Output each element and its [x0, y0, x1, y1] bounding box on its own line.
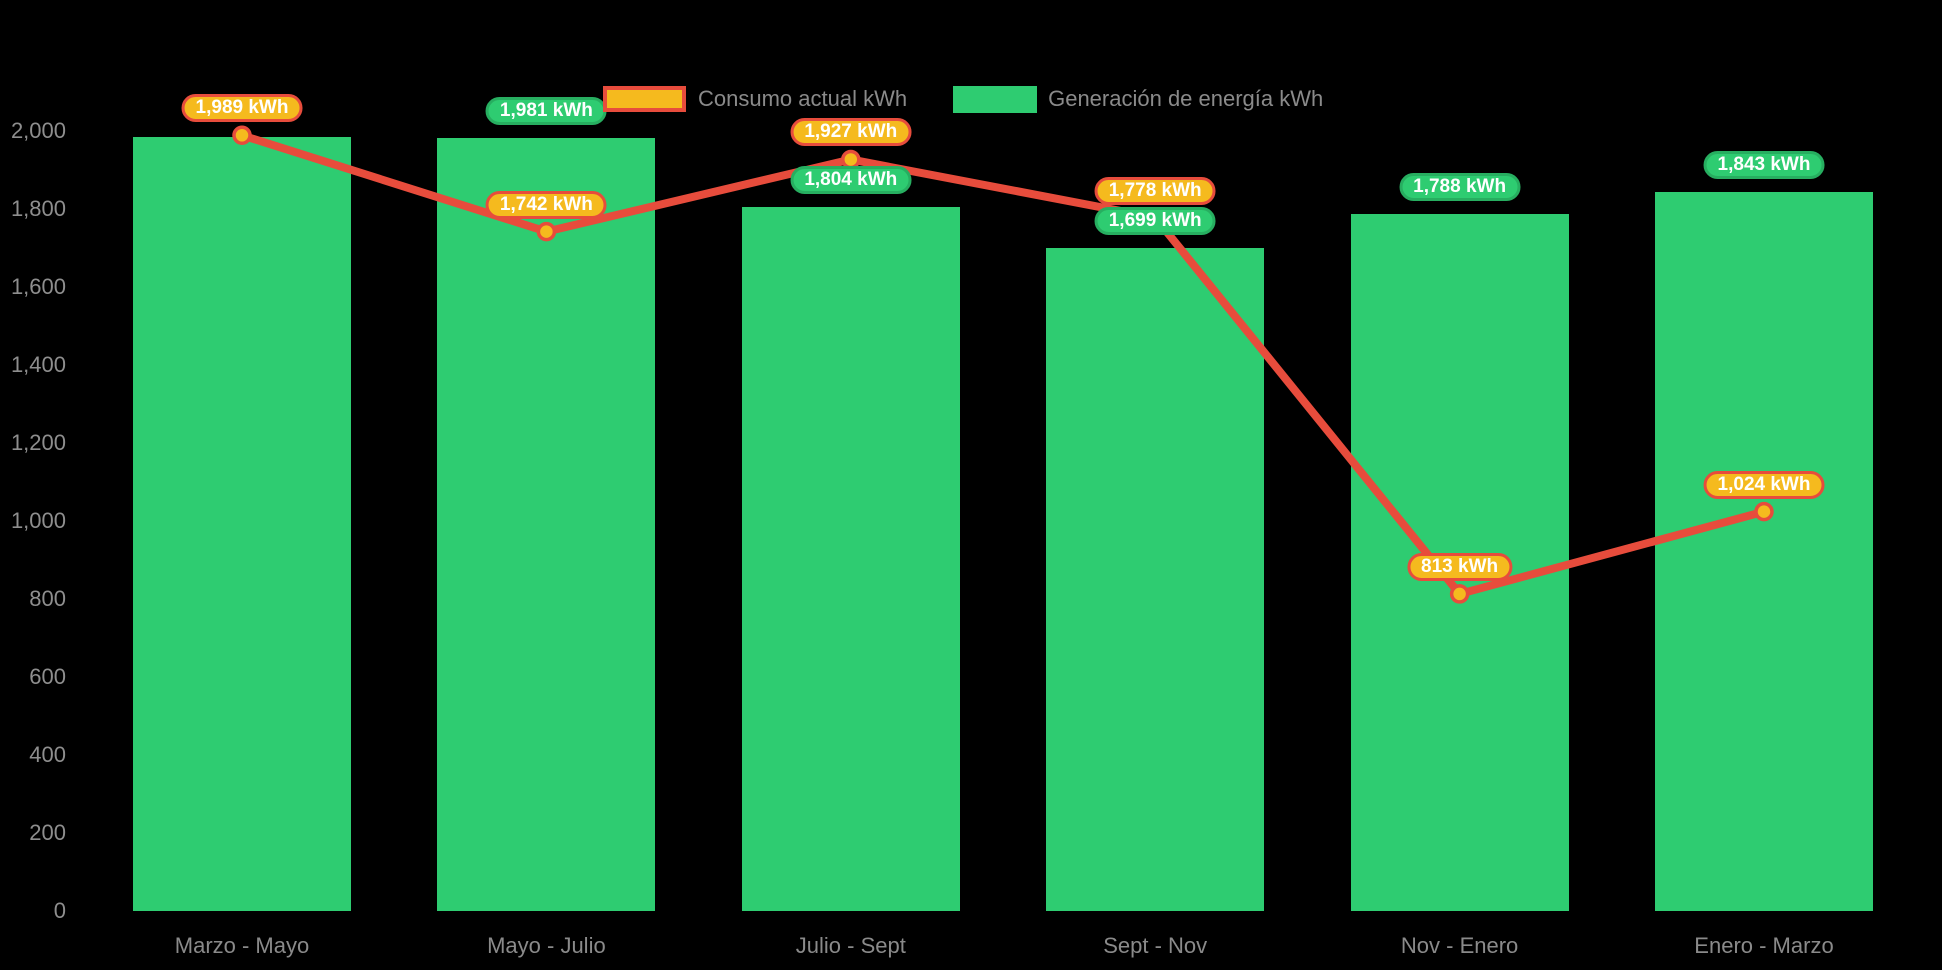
line-point[interactable]	[1754, 501, 1774, 522]
consumo-data-label: 1,778 kWh	[1094, 176, 1216, 205]
y-axis-tick-label: 1,800	[10, 196, 66, 221]
consumo-data-label: 1,742 kWh	[485, 190, 607, 219]
legend-label-generacion: Generación de energía kWh	[1048, 86, 1324, 111]
legend-swatch-consumo	[603, 86, 686, 112]
generacion-data-label: 1,981 kWh	[485, 97, 607, 126]
generacion-data-label: 1,788 kWh	[1399, 172, 1521, 201]
y-axis-tick-label: 400	[29, 742, 66, 767]
legend-item-consumo[interactable]: Consumo actual kWh	[603, 86, 907, 112]
legend: Consumo actual kWh Generación de energía…	[603, 84, 1323, 114]
legend-swatch-generacion	[953, 85, 1038, 113]
x-axis-category-label: Mayo - Julio	[487, 933, 606, 958]
generation-bar[interactable]	[133, 136, 351, 911]
consumo-data-label: 1,989 kWh	[181, 94, 303, 123]
generacion-data-label: 1,804 kWh	[790, 166, 912, 195]
generacion-data-label: 1,843 kWh	[1703, 151, 1825, 180]
line-point[interactable]	[841, 149, 861, 170]
y-axis-tick-label: 1,000	[10, 508, 66, 533]
y-axis-tick-label: 2,000	[10, 118, 66, 143]
generation-bar[interactable]	[437, 138, 656, 911]
line-point[interactable]	[536, 221, 557, 242]
x-axis-category-label: Marzo - Mayo	[174, 933, 310, 958]
y-axis-tick-label: 200	[29, 820, 66, 845]
line-point[interactable]	[1449, 584, 1470, 604]
generacion-data-label: 1,699 kWh	[1094, 207, 1216, 236]
generation-bar[interactable]	[741, 207, 960, 911]
x-axis-category-label: Enero - Marzo	[1694, 933, 1834, 958]
legend-label-consumo: Consumo actual kWh	[698, 86, 908, 111]
y-axis-tick-label: 1,600	[10, 274, 66, 299]
x-axis-category-label: Sept - Nov	[1103, 933, 1208, 958]
y-axis-tick-label: 0	[53, 898, 66, 923]
y-axis-tick-label: 600	[29, 664, 66, 689]
consumo-data-label: 813 kWh	[1407, 552, 1513, 581]
generation-bar[interactable]	[1655, 192, 1873, 911]
generation-bar[interactable]	[1046, 248, 1265, 911]
line-point[interactable]	[232, 125, 252, 146]
consumo-data-label: 1,927 kWh	[790, 118, 912, 147]
y-axis-tick-label: 800	[29, 586, 66, 611]
consumo-data-label: 1,024 kWh	[1703, 470, 1825, 499]
x-axis-category-label: Julio - Sept	[795, 933, 906, 958]
x-axis-category-label: Nov - Enero	[1400, 933, 1519, 958]
legend-item-generacion[interactable]: Generación de energía kWh	[953, 85, 1324, 113]
y-axis-tick-label: 1,400	[10, 352, 66, 377]
y-axis-tick-label: 1,200	[10, 430, 66, 455]
